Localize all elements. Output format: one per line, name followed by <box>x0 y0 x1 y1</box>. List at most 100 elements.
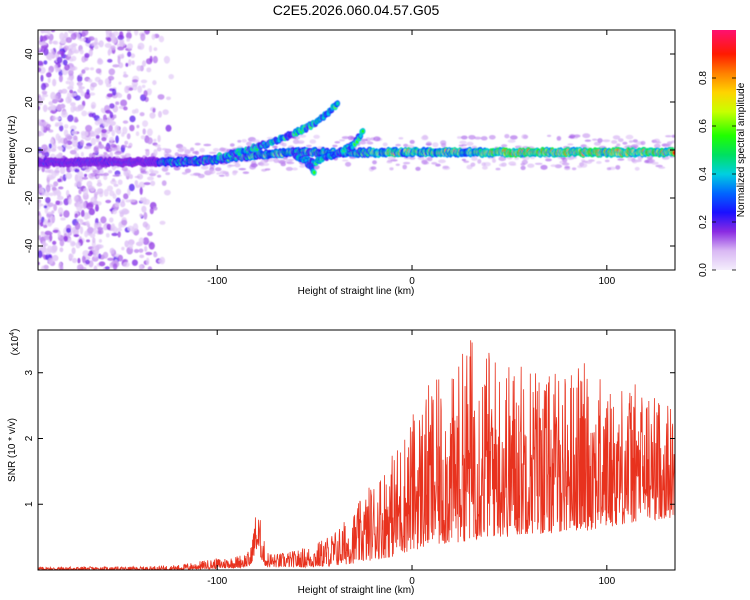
noise-blob <box>125 199 131 203</box>
noise-blob <box>95 134 100 139</box>
noise-blob <box>55 133 60 141</box>
svg-text:(x104): (x104) <box>9 329 21 356</box>
noise-blob <box>102 251 109 259</box>
noise-blob <box>70 32 77 40</box>
noise-blob <box>48 39 53 45</box>
halo-blob <box>114 151 122 155</box>
halo-blob <box>347 135 354 141</box>
branch-core <box>336 101 340 106</box>
noise-blob <box>106 119 110 124</box>
noise-blob <box>68 196 72 205</box>
noise-blob <box>52 240 57 245</box>
noise-blob <box>139 213 143 218</box>
noise-blob <box>121 246 125 251</box>
noise-blob <box>51 187 57 191</box>
noise-blob <box>120 201 126 208</box>
noise-blob <box>40 74 44 82</box>
noise-blob <box>105 233 110 238</box>
noise-blob <box>109 120 116 126</box>
halo-blob <box>421 159 428 165</box>
noise-blob <box>139 112 145 117</box>
noise-blob <box>71 45 77 54</box>
noise-blob <box>112 263 118 270</box>
noise-blob <box>67 237 72 243</box>
noise-blob <box>124 140 129 145</box>
halo-blob <box>460 135 468 140</box>
halo-blob <box>480 136 488 141</box>
noise-blob <box>109 32 113 38</box>
halo-blob <box>215 167 222 172</box>
noise-blob <box>41 35 48 42</box>
noise-blob <box>72 135 78 141</box>
noise-blob <box>89 92 96 96</box>
halo-blob <box>474 136 482 140</box>
halo-blob <box>370 166 377 170</box>
noise-blob <box>129 174 133 180</box>
colorbar-tick-label: 0.2 <box>698 215 709 229</box>
noise-blob <box>130 53 136 59</box>
snr-ticks <box>38 330 675 570</box>
halo-blob <box>199 148 205 153</box>
halo-blob <box>228 164 236 167</box>
noise-blob <box>117 56 121 64</box>
noise-blob <box>57 146 62 150</box>
noise-blob <box>53 203 57 212</box>
noise-blob <box>80 91 85 97</box>
noise-blob <box>123 71 127 75</box>
halo-blob <box>216 172 221 175</box>
halo-blob <box>387 156 396 161</box>
noise-blob <box>49 138 55 144</box>
snr-y-axis-label: SNR (10 * v/v) <box>7 418 18 482</box>
noise-blob <box>43 205 48 209</box>
noise-blob <box>111 178 116 182</box>
noise-blob <box>78 86 85 90</box>
halo-blob <box>509 163 517 166</box>
noise-blob <box>159 256 166 265</box>
snr-panel: -100 0 100 1 2 3 Height of straight line (km… <box>7 329 676 596</box>
noise-blob <box>86 239 90 243</box>
x-tick-label: -100 <box>207 576 227 587</box>
noise-blob <box>38 235 41 241</box>
halo-blob <box>584 160 593 164</box>
noise-blob <box>73 105 77 111</box>
noise-blob <box>65 37 72 43</box>
noise-blob <box>41 82 47 91</box>
noise-blob <box>137 45 142 50</box>
noise-blob <box>147 266 153 270</box>
halo-blob <box>634 166 640 171</box>
noise-blob <box>165 124 172 132</box>
noise-blob <box>96 182 103 187</box>
noise-blob <box>110 45 116 51</box>
noise-blob <box>43 264 49 270</box>
noise-blob <box>77 104 84 111</box>
noise-blob <box>62 59 68 66</box>
noise-blob <box>59 239 65 247</box>
noise-blob <box>42 104 48 113</box>
noise-blob <box>66 135 73 140</box>
noise-blob <box>77 74 83 83</box>
noise-blob <box>63 31 69 39</box>
halo-blob <box>527 163 535 168</box>
noise-blob <box>63 45 69 51</box>
halo-blob <box>435 163 441 167</box>
noise-blob <box>74 222 81 230</box>
noise-blob <box>90 82 97 88</box>
noise-blob <box>44 169 52 173</box>
noise-blob <box>97 228 104 235</box>
noise-blob <box>117 179 123 185</box>
noise-blob <box>77 257 81 264</box>
spectrogram-ticks <box>38 30 675 270</box>
halo-blob <box>278 160 286 164</box>
noise-blob <box>110 179 117 185</box>
halo-blob <box>389 167 394 171</box>
noise-blob <box>83 131 89 137</box>
noise-blob <box>121 219 128 226</box>
y-tick-label: 3 <box>24 370 35 376</box>
noise-blob <box>107 58 113 63</box>
halo-blob <box>604 159 610 163</box>
noise-blob <box>115 135 119 144</box>
noise-blob <box>78 188 82 195</box>
noise-blob <box>69 149 77 155</box>
halo-blob <box>207 169 216 175</box>
noise-blob <box>79 49 84 55</box>
